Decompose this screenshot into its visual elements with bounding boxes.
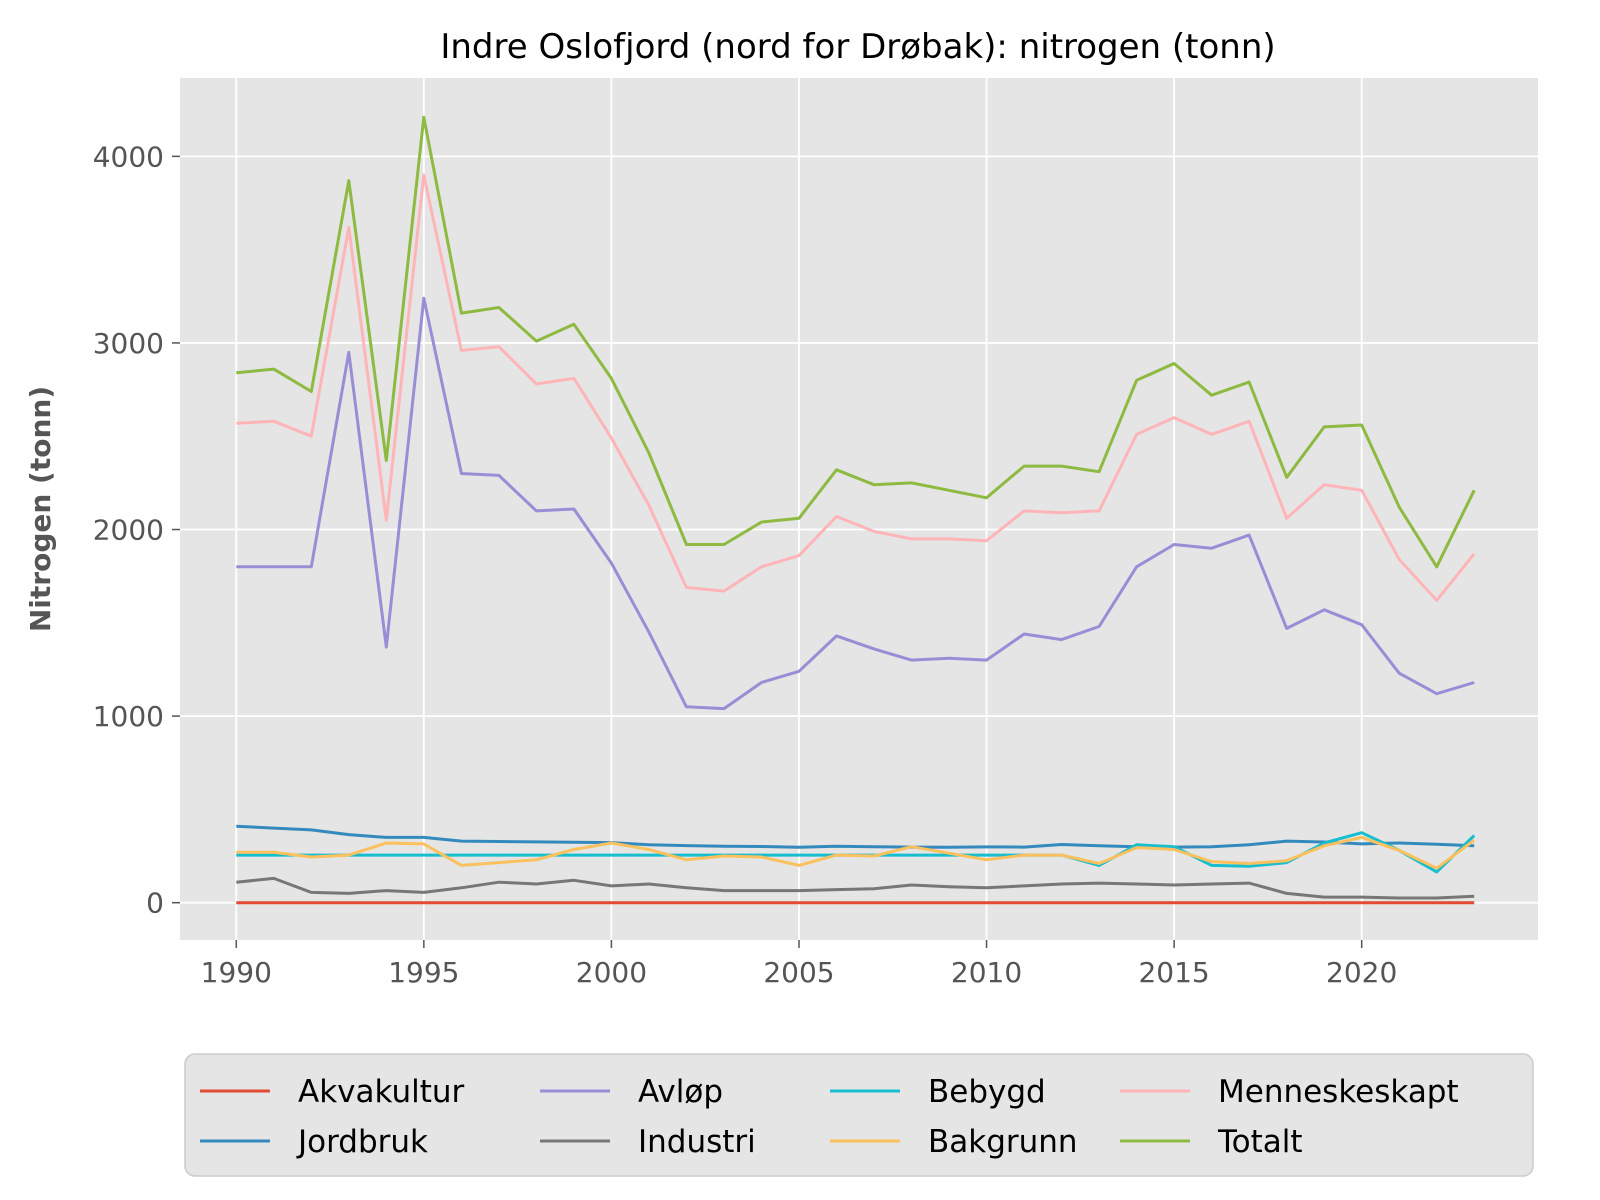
legend-label-totalt: Totalt [1217,1124,1303,1160]
y-tick-label: 1000 [93,700,164,733]
x-tick-label: 2000 [576,956,647,989]
legend-label-akvakultur: Akvakultur [298,1074,465,1110]
legend-items: Akvakultur Jordbruk Avløp Industri Bebygd Bak… [200,1074,1459,1160]
chart-title: Indre Oslofjord (nord for Drøbak): nitro… [440,27,1275,67]
series-line-menneskeskapt [236,173,1476,602]
legend-label-avlop: Avløp [638,1074,723,1110]
x-tick-label: 2015 [1138,956,1209,989]
y-tick-label: 2000 [93,514,164,547]
plot-area [180,78,1538,940]
y-tick-label: 0 [146,887,164,920]
legend-label-bakgrunn: Bakgrunn [928,1124,1078,1160]
x-tick-label: 2005 [763,956,834,989]
series-layer [236,115,1476,905]
series-line-bakgrunn [236,835,1476,870]
x-tick-label: 2010 [951,956,1022,989]
tick-layer: 1990 1995 2000 2005 2010 2015 2020 0 1000 2000 300… [93,140,1398,989]
x-tick-label: 1995 [388,956,459,989]
legend-label-bebygd: Bebygd [928,1074,1046,1110]
legend-label-jordbruk: Jordbruk [296,1124,428,1160]
series-line-jordbruk [236,824,1475,849]
x-tick-label: 1990 [201,956,272,989]
y-axis-label: Nitrogen (tonn) [24,386,57,632]
legend: Akvakultur Jordbruk Avløp Industri Bebygd Bak… [184,1053,1534,1177]
legend-label-menneskeskapt: Menneskeskapt [1218,1074,1459,1110]
legend-frame [184,1053,1534,1177]
y-tick-label: 4000 [93,140,164,173]
series-line-industri [236,876,1475,900]
series-line-avlop [236,296,1475,711]
x-tick-label: 2020 [1326,956,1397,989]
y-tick-label: 3000 [93,327,164,360]
legend-label-industri: Industri [638,1124,756,1160]
series-line-totalt [236,115,1476,569]
